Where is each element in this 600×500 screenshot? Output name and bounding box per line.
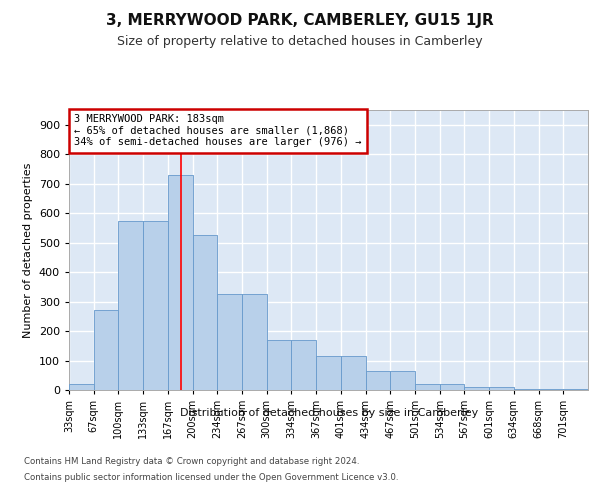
Y-axis label: Number of detached properties: Number of detached properties (23, 162, 33, 338)
Bar (69, 384, 94, 390)
Bar (341, 356, 365, 390)
Bar (292, 340, 316, 390)
Bar (563, 388, 588, 390)
Bar (217, 294, 242, 390)
Bar (118, 220, 143, 390)
Bar (365, 371, 390, 390)
Bar (539, 388, 563, 390)
Text: Contains HM Land Registry data © Crown copyright and database right 2024.: Contains HM Land Registry data © Crown c… (24, 458, 359, 466)
Bar (94, 310, 118, 390)
Bar (415, 384, 440, 390)
Bar (514, 388, 539, 390)
Bar (143, 220, 168, 390)
Bar (440, 384, 464, 390)
Text: 3 MERRYWOOD PARK: 183sqm
← 65% of detached houses are smaller (1,868)
34% of sem: 3 MERRYWOOD PARK: 183sqm ← 65% of detach… (74, 114, 362, 148)
Bar (489, 387, 514, 390)
Bar (267, 340, 292, 390)
Bar (193, 236, 217, 390)
Bar (316, 356, 341, 390)
Text: Distribution of detached houses by size in Camberley: Distribution of detached houses by size … (179, 408, 478, 418)
Bar (168, 175, 193, 390)
Text: Size of property relative to detached houses in Camberley: Size of property relative to detached ho… (117, 35, 483, 48)
Bar (464, 387, 489, 390)
Bar (390, 371, 415, 390)
Text: Contains public sector information licensed under the Open Government Licence v3: Contains public sector information licen… (24, 472, 398, 482)
Bar (242, 294, 267, 390)
Text: 3, MERRYWOOD PARK, CAMBERLEY, GU15 1JR: 3, MERRYWOOD PARK, CAMBERLEY, GU15 1JR (106, 12, 494, 28)
